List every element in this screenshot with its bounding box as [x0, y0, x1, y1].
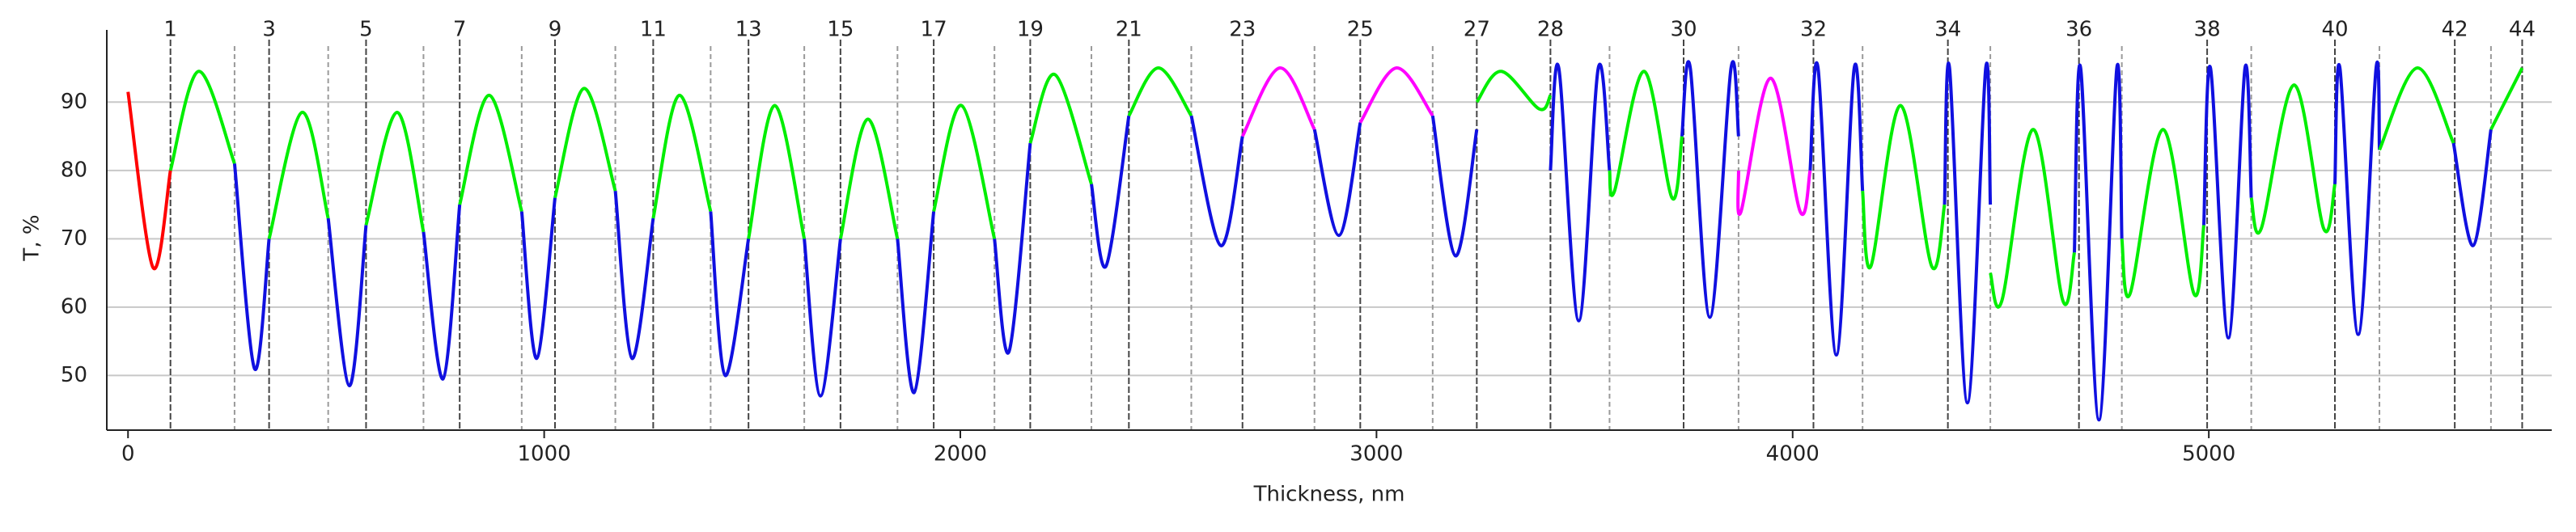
layer-label: 36 [2065, 18, 2092, 42]
layer-label: 9 [549, 18, 562, 42]
curve [896, 211, 936, 395]
y-tick-label: 50 [61, 363, 87, 387]
curve [2451, 129, 2493, 247]
curve [126, 91, 172, 271]
layer-label: 1 [163, 18, 177, 42]
curve [1736, 76, 1812, 216]
layer-label: 34 [1934, 18, 1961, 42]
y-tick-label: 90 [61, 90, 87, 114]
curve [553, 87, 617, 199]
curve [1808, 61, 1865, 357]
curve [1475, 70, 1553, 112]
curve [458, 93, 523, 213]
curve [838, 117, 900, 239]
curve [1680, 60, 1740, 319]
curve [1430, 115, 1479, 258]
curve [2201, 63, 2253, 340]
x-tick-label: 3000 [1349, 442, 1403, 467]
x-axis-label: Thickness, nm [1253, 483, 1405, 507]
y-tick-label: 70 [61, 226, 87, 251]
curve [747, 103, 807, 239]
curve [1090, 115, 1131, 269]
layer-label: 25 [1347, 18, 1374, 42]
curve [1189, 115, 1244, 247]
layer-label: 23 [1229, 18, 1256, 42]
curve [1861, 103, 1947, 271]
layer-label: 3 [262, 18, 276, 42]
curve [651, 93, 713, 219]
curve [232, 163, 271, 371]
curve [422, 204, 462, 381]
x-tick-label: 2000 [934, 442, 987, 467]
layer-label: 38 [2194, 18, 2221, 42]
curve [709, 211, 751, 378]
curve [1312, 122, 1362, 238]
curve [1358, 66, 1434, 124]
layer-label: 17 [921, 18, 947, 42]
curve [993, 142, 1032, 355]
x-tick-label: 0 [121, 442, 135, 467]
layer-label: 28 [1537, 18, 1564, 42]
curve [2333, 60, 2382, 336]
layer-label: 15 [827, 18, 854, 42]
curve [267, 110, 330, 239]
layer-label: 30 [1670, 18, 1697, 42]
curve [1549, 62, 1612, 323]
curve [932, 103, 997, 239]
curve [2489, 67, 2524, 131]
curve [1608, 70, 1684, 201]
x-tick-label: 4000 [1766, 442, 1820, 467]
y-tick-label: 60 [61, 294, 87, 319]
layer-label: 32 [1800, 18, 1827, 42]
curve [1127, 66, 1193, 117]
curve [1943, 61, 1993, 405]
layer-label: 7 [453, 18, 467, 42]
layer-label: 44 [2509, 18, 2536, 42]
layer-label: 27 [1464, 18, 1490, 42]
curve [1028, 73, 1093, 185]
layer-label: 40 [2321, 18, 2348, 42]
curve [2120, 128, 2205, 298]
y-axis-label: T, % [20, 214, 44, 261]
curve [519, 197, 557, 361]
curve [364, 110, 426, 233]
curve [803, 239, 842, 398]
curve [1240, 66, 1316, 137]
curve [2073, 62, 2124, 422]
x-tick-label: 5000 [2182, 442, 2235, 467]
y-tick-label: 80 [61, 158, 87, 182]
layer-label: 21 [1116, 18, 1142, 42]
layer-label: 42 [2442, 18, 2468, 42]
curve [326, 217, 368, 388]
curve [168, 70, 236, 171]
curve [613, 190, 655, 361]
layer-label: 19 [1017, 18, 1044, 42]
layer-label: 11 [640, 18, 667, 42]
layer-label: 5 [359, 18, 373, 42]
curve [2378, 66, 2455, 151]
curve [2249, 83, 2337, 235]
curve [1989, 128, 2076, 309]
layer-label: 13 [735, 18, 762, 42]
x-tick-label: 1000 [518, 442, 571, 467]
